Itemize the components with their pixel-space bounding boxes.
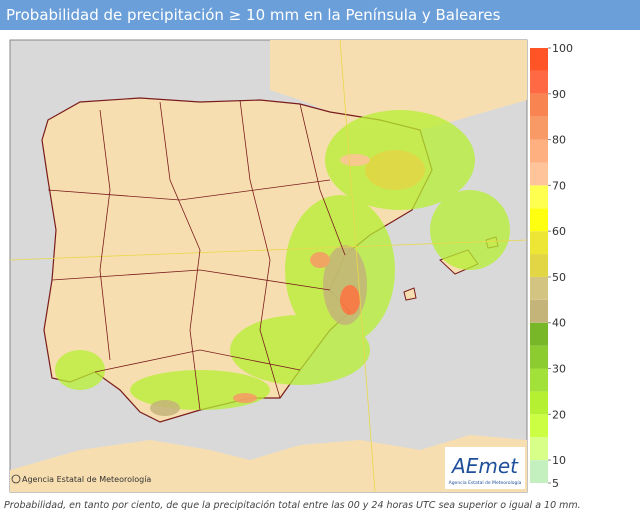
legend-band	[530, 414, 548, 438]
legend-label: 80	[552, 134, 566, 147]
legend-band	[530, 345, 548, 369]
legend-label: 70	[552, 179, 566, 192]
footer-note: Probabilidad, en tanto por ciento, de qu…	[4, 500, 581, 511]
logo: AEmet	[450, 454, 519, 478]
ibiza	[403, 287, 417, 301]
precipitation-areas	[55, 110, 510, 410]
legend-band	[530, 93, 548, 117]
legend-band	[530, 208, 548, 232]
province-borders	[47, 99, 346, 411]
legend-band	[530, 231, 548, 255]
logo-subtitle: Agencia Estatal de Meteorología	[449, 479, 522, 486]
graticule	[9, 39, 528, 493]
title-bar: Probabilidad de precipitación ≥ 10 mm en…	[0, 0, 640, 30]
legend-label: 30	[552, 363, 566, 376]
africa	[10, 435, 527, 492]
france	[270, 40, 527, 130]
map: Agencia Estatal de Meteorología AEmet Ag…	[9, 39, 573, 493]
legend-label: 100	[552, 42, 573, 55]
legend-label: 10	[552, 454, 566, 467]
legend-label: 40	[552, 317, 566, 330]
legend-label: 50	[552, 271, 566, 284]
legend-label: 60	[552, 225, 566, 238]
logo-box	[445, 447, 525, 489]
legend-band	[530, 460, 548, 483]
legend-band	[530, 139, 548, 163]
legend-band	[530, 437, 548, 461]
legend-label: 5	[552, 477, 559, 490]
legend-band	[530, 185, 548, 209]
legend-band	[530, 162, 548, 186]
precipitation-cores	[150, 150, 425, 416]
legend-band	[530, 391, 548, 415]
legend-band	[530, 48, 548, 71]
legend-band	[530, 276, 548, 300]
legend-band	[530, 299, 548, 323]
copyright-icon	[11, 474, 21, 484]
legend-band	[530, 70, 548, 94]
legend-band	[530, 368, 548, 392]
legend-label: 20	[552, 408, 566, 421]
legend-band	[530, 254, 548, 277]
legend-label: 90	[552, 88, 566, 101]
legend-band	[530, 322, 548, 346]
credit: Agencia Estatal de Meteorología	[22, 475, 151, 484]
legend-band	[530, 116, 548, 140]
